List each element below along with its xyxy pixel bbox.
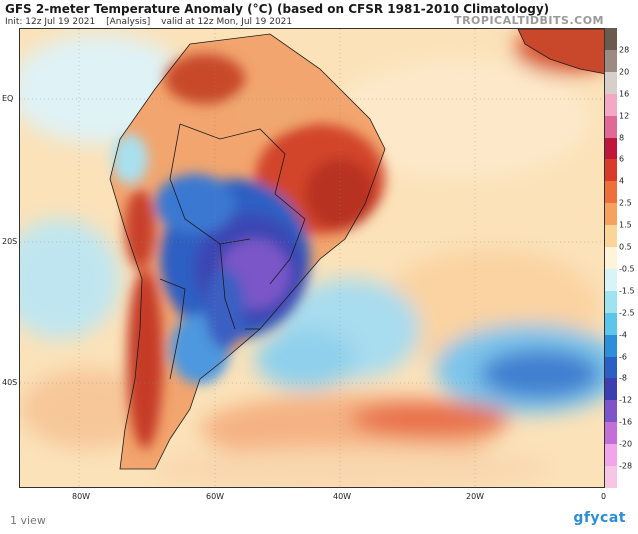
colorbar-swatch bbox=[605, 137, 617, 160]
view-count: 1 view bbox=[10, 514, 46, 527]
brand-watermark: TROPICALTIDBITS.COM bbox=[454, 14, 604, 27]
colorbar-label: 4 bbox=[619, 176, 625, 186]
colorbar-swatch bbox=[605, 225, 617, 248]
colorbar-swatch bbox=[605, 247, 617, 270]
colorbar-swatch bbox=[605, 422, 617, 445]
colorbar-swatch bbox=[605, 378, 617, 401]
colorbar-label: 16 bbox=[619, 89, 630, 99]
map-graphic bbox=[20, 29, 604, 487]
colorbar-swatch bbox=[605, 290, 617, 314]
anomaly-map bbox=[19, 28, 605, 488]
colorbar-swatch bbox=[605, 312, 617, 336]
colorbar-swatch bbox=[605, 49, 617, 73]
colorbar-label: 8 bbox=[619, 133, 625, 143]
analysis-tag: [Analysis] bbox=[106, 17, 151, 27]
colorbar-label: -4 bbox=[619, 330, 627, 340]
colorbar-swatch bbox=[605, 115, 617, 138]
colorbar-label: -0.5 bbox=[619, 264, 635, 274]
colorbar bbox=[605, 28, 617, 489]
colorbar-label: 2.5 bbox=[619, 198, 632, 208]
map-subtitle: Init: 12z Jul 19 2021 [Analysis] valid a… bbox=[5, 17, 300, 27]
lon-label-0: 0 bbox=[601, 492, 607, 501]
colorbar-swatch bbox=[605, 181, 617, 204]
colorbar-label: -2.5 bbox=[619, 308, 635, 318]
border-outlines bbox=[109, 33, 386, 470]
lon-label-20w: 20W bbox=[466, 492, 485, 501]
colorbar-swatch bbox=[605, 71, 617, 95]
colorbar-label: 1.5 bbox=[619, 220, 632, 230]
lat-label-20s: 20S bbox=[2, 237, 18, 246]
init-time: Init: 12z Jul 19 2021 bbox=[5, 17, 96, 27]
colorbar-swatch bbox=[605, 444, 617, 467]
colorbar-label: 0.5 bbox=[619, 242, 632, 252]
graticule bbox=[20, 29, 604, 487]
colorbar-label: -1.5 bbox=[619, 286, 635, 296]
colorbar-swatch bbox=[605, 400, 617, 423]
colorbar-label: -8 bbox=[619, 373, 627, 383]
colorbar-label: -12 bbox=[619, 395, 633, 405]
lon-label-40w: 40W bbox=[333, 492, 352, 501]
lat-label-40s: 40S bbox=[2, 378, 18, 387]
colorbar-swatch bbox=[605, 28, 617, 51]
colorbar-label: 28 bbox=[619, 45, 630, 55]
colorbar-swatch bbox=[605, 466, 617, 489]
lat-label-eq: EQ bbox=[2, 94, 14, 103]
colorbar-swatch bbox=[605, 356, 617, 379]
colorbar-swatch bbox=[605, 268, 617, 292]
colorbar-label: 20 bbox=[619, 67, 630, 77]
colorbar-swatch bbox=[605, 334, 617, 358]
ocean-anomaly-field bbox=[20, 29, 604, 487]
colorbar-label: -28 bbox=[619, 461, 633, 471]
colorbar-label: 12 bbox=[619, 111, 630, 121]
colorbar-swatch bbox=[605, 203, 617, 226]
colorbar-label: 6 bbox=[619, 154, 625, 164]
colorbar-label: -16 bbox=[619, 417, 633, 427]
africa-corner bbox=[517, 29, 604, 75]
lon-label-80w: 80W bbox=[72, 492, 91, 501]
colorbar-label: -20 bbox=[619, 439, 633, 449]
colorbar-swatch bbox=[605, 159, 617, 182]
colorbar-swatch bbox=[605, 93, 617, 117]
colorbar-label: -6 bbox=[619, 352, 627, 362]
south-america-field bbox=[110, 34, 385, 469]
valid-time: valid at 12z Mon, Jul 19 2021 bbox=[161, 17, 293, 27]
gfycat-logo[interactable]: gfycat bbox=[573, 510, 626, 526]
map-title: GFS 2-meter Temperature Anomaly (°C) (ba… bbox=[5, 2, 550, 16]
lon-label-60w: 60W bbox=[206, 492, 225, 501]
